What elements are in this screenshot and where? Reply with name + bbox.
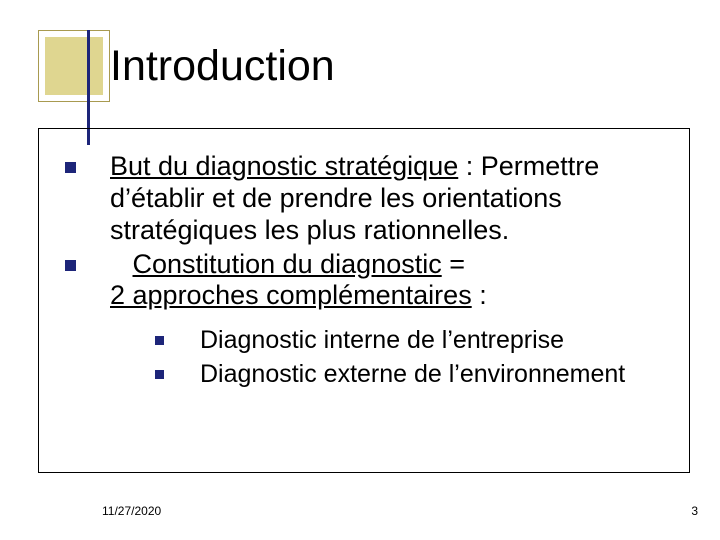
page-title: Introduction [110,42,335,91]
list-item-text: But du diagnostic stratégique : Permettr… [110,151,669,247]
list-item: Diagnostic externe de l’environnement [155,358,669,392]
square-bullet-icon [155,336,164,345]
underlined-text: But du diagnostic stratégique [110,151,458,181]
sub-list: Diagnostic interne de l’entreprise Diagn… [155,324,669,392]
content-frame: But du diagnostic stratégique : Permettr… [38,128,690,473]
underlined-text: Constitution du diagnostic [133,249,442,279]
square-bullet-icon [65,260,76,271]
footer-date: 11/27/2020 [102,504,161,518]
list-item-text: Constitution du diagnostic = 2 approches… [110,249,669,313]
text: = [442,249,465,279]
slide: Introduction But du diagnostic stratégiq… [0,0,720,540]
list-item-text: Diagnostic externe de l’environnement [200,358,625,392]
square-bullet-icon [65,162,76,173]
list-item: Constitution du diagnostic = 2 approches… [65,249,669,313]
list-item: But du diagnostic stratégique : Permettr… [65,151,669,247]
square-bullet-icon [155,370,164,379]
underlined-text: 2 approches complémentaires [110,280,472,310]
list-item-text: Diagnostic interne de l’entreprise [200,324,564,358]
main-list: But du diagnostic stratégique : Permettr… [65,151,669,392]
page-number: 3 [691,504,698,518]
title-decor-fill [45,37,103,95]
list-item: Diagnostic interne de l’entreprise [155,324,669,358]
text: : [472,280,487,310]
